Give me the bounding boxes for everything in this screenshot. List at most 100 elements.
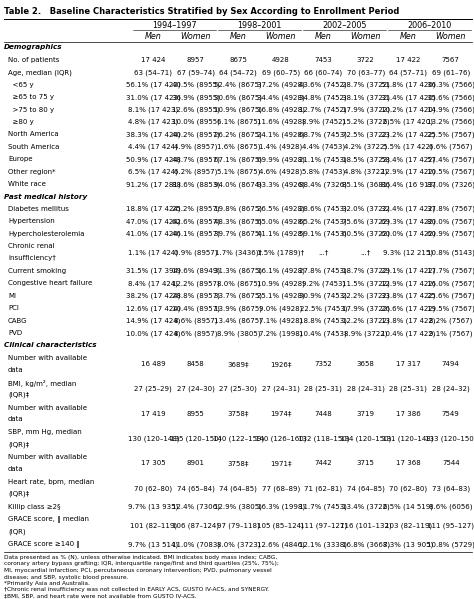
- Text: 59.1% (7453): 59.1% (7453): [300, 231, 347, 237]
- Text: 1998–2001: 1998–2001: [237, 21, 282, 30]
- Text: 8.6% (6056): 8.6% (6056): [429, 504, 473, 510]
- Text: 8.9% (3722): 8.9% (3722): [344, 330, 387, 337]
- Text: 19.8% (8675): 19.8% (8675): [214, 206, 262, 213]
- Text: 7544: 7544: [442, 461, 460, 467]
- Text: 28.8% (8957): 28.8% (8957): [172, 293, 219, 300]
- Text: 28.6% (7453): 28.6% (7453): [300, 206, 347, 213]
- Text: 72.5% (3722): 72.5% (3722): [342, 131, 390, 138]
- Text: 36.9% (8955): 36.9% (8955): [172, 94, 219, 101]
- Text: 33.7% (8675): 33.7% (8675): [214, 293, 262, 300]
- Text: 16.8% (4928): 16.8% (4928): [257, 107, 305, 113]
- Text: 68.7% (7453): 68.7% (7453): [299, 131, 347, 138]
- Text: 4.4% (7453): 4.4% (7453): [301, 144, 345, 150]
- Text: 12.4% (7306): 12.4% (7306): [172, 504, 219, 510]
- Text: 74 (64–85): 74 (64–85): [347, 485, 385, 492]
- Text: 1974‡: 1974‡: [270, 411, 292, 417]
- Text: 10.8% (5729): 10.8% (5729): [427, 541, 474, 547]
- Text: 140 (122–159): 140 (122–159): [213, 435, 264, 442]
- Text: 35.6% (7566): 35.6% (7566): [427, 94, 474, 101]
- Text: 6.5% (17 424): 6.5% (17 424): [128, 169, 178, 175]
- Text: 28.7% (3722): 28.7% (3722): [342, 81, 390, 88]
- Text: 8901: 8901: [187, 461, 205, 467]
- Text: 28 (25–31): 28 (25–31): [304, 386, 342, 392]
- Text: 40.5% (8955): 40.5% (8955): [172, 81, 219, 88]
- Text: Men: Men: [230, 32, 246, 41]
- Text: 3719: 3719: [357, 411, 375, 417]
- Text: 6.6% (7567): 6.6% (7567): [429, 144, 473, 150]
- Text: 93.3% (4926): 93.3% (4926): [257, 181, 305, 187]
- Text: 10.4% (17 422): 10.4% (17 422): [381, 330, 436, 337]
- Text: 135 (120–150): 135 (120–150): [170, 435, 221, 442]
- Text: 88.6% (8853): 88.6% (8853): [172, 181, 220, 187]
- Text: Hypertension: Hypertension: [8, 218, 55, 224]
- Text: 18.5% (3722): 18.5% (3722): [342, 156, 390, 163]
- Text: 7442: 7442: [314, 461, 332, 467]
- Text: 30.6% (8675): 30.6% (8675): [214, 94, 262, 101]
- Text: ≥65 to 75 y: ≥65 to 75 y: [8, 94, 54, 100]
- Text: 10.0% (17 424): 10.0% (17 424): [126, 330, 181, 337]
- Text: (IQR)‡: (IQR)‡: [8, 491, 29, 497]
- Text: 34.8% (7452): 34.8% (7452): [300, 94, 347, 101]
- Text: 5.8% (7453): 5.8% (7453): [301, 169, 345, 175]
- Text: 27 (24–30): 27 (24–30): [177, 386, 215, 392]
- Text: 16.8% (3668): 16.8% (3668): [342, 541, 390, 547]
- Text: PVD: PVD: [8, 330, 22, 336]
- Text: GRACE score ≥140 ‖: GRACE score ≥140 ‖: [8, 541, 80, 548]
- Text: ...†: ...†: [361, 249, 371, 255]
- Text: 132 (118–150): 132 (118–150): [298, 435, 349, 442]
- Text: 41.0% (17 424): 41.0% (17 424): [126, 231, 181, 237]
- Text: 28 (24–31): 28 (24–31): [347, 386, 385, 392]
- Text: Diabetes mellitus: Diabetes mellitus: [8, 206, 69, 212]
- Text: 67 (59–74): 67 (59–74): [177, 69, 215, 76]
- Text: 6.2% (8957): 6.2% (8957): [174, 169, 218, 175]
- Text: Data presented as % (N), unless otherwise indicated. BMI indicates body mass ind: Data presented as % (N), unless otherwis…: [4, 555, 277, 560]
- Text: Age, median (IQR): Age, median (IQR): [8, 69, 72, 76]
- Text: 41.1% (4928): 41.1% (4928): [257, 231, 305, 237]
- Text: 12.6% (4846): 12.6% (4846): [257, 541, 305, 547]
- Text: 58.4% (17 422): 58.4% (17 422): [381, 156, 436, 163]
- Text: 22.2% (3722): 22.2% (3722): [342, 293, 390, 300]
- Text: 8458: 8458: [187, 361, 205, 367]
- Text: 6.5% (17 420): 6.5% (17 420): [383, 119, 433, 125]
- Text: 50.9% (17 424): 50.9% (17 424): [126, 156, 181, 163]
- Text: 8.9% (3805): 8.9% (3805): [217, 330, 260, 337]
- Text: 8955: 8955: [187, 411, 205, 417]
- Text: 130 (120–148): 130 (120–148): [128, 435, 179, 442]
- Text: 7352: 7352: [314, 361, 332, 367]
- Text: 9.0% (4928): 9.0% (4928): [259, 305, 302, 311]
- Text: 131 (120–148): 131 (120–148): [383, 435, 434, 442]
- Text: 31.3% (8675): 31.3% (8675): [214, 268, 262, 274]
- Text: 3758‡: 3758‡: [228, 411, 249, 417]
- Text: 17 368: 17 368: [396, 461, 420, 467]
- Text: 17 386: 17 386: [396, 411, 420, 417]
- Text: 16 489: 16 489: [141, 361, 165, 367]
- Text: 38.3% (17 424): 38.3% (17 424): [126, 131, 181, 138]
- Text: 6.5% (14 519): 6.5% (14 519): [383, 504, 433, 510]
- Text: 86.4% (16 913): 86.4% (16 913): [381, 181, 436, 187]
- Text: 34.4% (4928): 34.4% (4928): [257, 94, 305, 101]
- Text: 4.4% (17 424): 4.4% (17 424): [128, 144, 178, 150]
- Text: data: data: [8, 416, 24, 422]
- Text: 36.3% (7566): 36.3% (7566): [427, 81, 474, 88]
- Text: 39.7% (8675): 39.7% (8675): [214, 231, 262, 237]
- Text: 26.5% (4928): 26.5% (4928): [257, 206, 305, 213]
- Text: 10.4% (7453): 10.4% (7453): [300, 330, 347, 337]
- Text: 9.7% (13 935): 9.7% (13 935): [128, 504, 178, 510]
- Text: 1.5% (1789)†: 1.5% (1789)†: [257, 249, 304, 256]
- Text: Men: Men: [315, 32, 332, 41]
- Text: 3715: 3715: [357, 461, 374, 467]
- Text: 8.0% (8675): 8.0% (8675): [217, 280, 260, 287]
- Text: 10.5% (7567): 10.5% (7567): [427, 169, 474, 175]
- Text: 9.7% (13 514): 9.7% (13 514): [128, 541, 178, 547]
- Text: 2002–2005: 2002–2005: [322, 21, 367, 30]
- Text: 16.1% (4928): 16.1% (4928): [257, 268, 305, 274]
- Text: Heart rate, bpm, median: Heart rate, bpm, median: [8, 479, 94, 485]
- Text: 4.6% (4928): 4.6% (4928): [259, 169, 302, 175]
- Text: 13.2% (7566): 13.2% (7566): [427, 119, 474, 125]
- Text: Europe: Europe: [8, 156, 33, 162]
- Text: No. of patients: No. of patients: [8, 57, 59, 63]
- Text: insufficiency†: insufficiency†: [8, 255, 56, 261]
- Text: 91.2% (17 281): 91.2% (17 281): [126, 181, 181, 187]
- Text: 8957: 8957: [187, 57, 205, 63]
- Text: 116 (101–132): 116 (101–132): [340, 522, 392, 529]
